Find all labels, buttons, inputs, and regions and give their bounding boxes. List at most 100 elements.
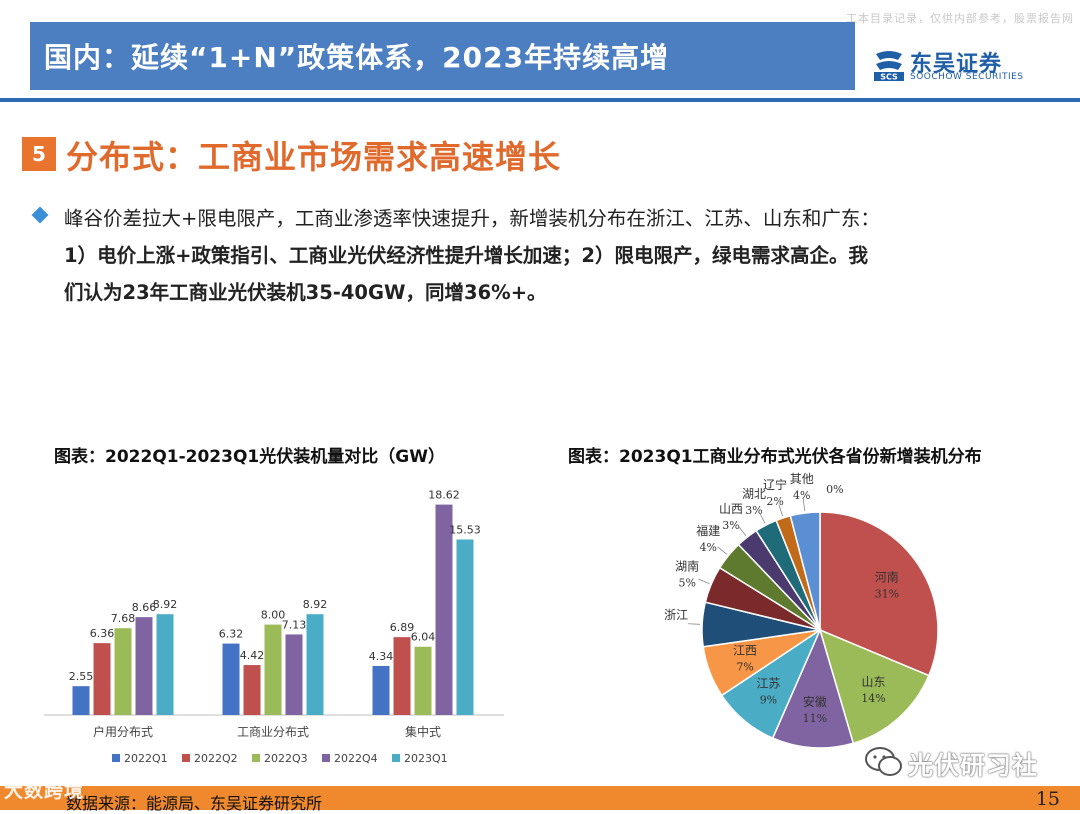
bar-2022Q1-1 — [222, 643, 240, 715]
x-tick-label: 工商业分布式 — [237, 724, 309, 739]
leader-line — [698, 578, 710, 585]
bar-2023Q1-1 — [306, 614, 324, 715]
pie-slice-其他 — [789, 511, 821, 631]
pie-label-value: 0% — [826, 483, 843, 496]
bar-2022Q4-1 — [285, 634, 303, 715]
pie-label-name: 江西 — [733, 644, 757, 658]
logo-en-text: SOOCHOW SECURITIES — [910, 72, 1024, 82]
data-label: 18.62 — [428, 489, 460, 502]
bar-2022Q2-2 — [393, 637, 411, 715]
legend-label: 2022Q2 — [194, 752, 238, 765]
pie-label-name: 其他 — [790, 472, 814, 486]
pie-label-value: 9% — [760, 693, 777, 706]
data-label: 7.13 — [282, 618, 307, 631]
data-label: 4.34 — [369, 650, 394, 663]
page-number: 15 — [1035, 788, 1060, 810]
pie-slice-山东 — [818, 628, 930, 745]
data-label: 6.04 — [411, 631, 436, 644]
pie-label-name: 福建 — [696, 523, 720, 538]
pie-label-name: 辽宁 — [763, 477, 787, 492]
pie-label-value: 2% — [766, 495, 783, 508]
pie-label-value: 31% — [875, 588, 899, 601]
data-label: 8.92 — [153, 598, 178, 611]
legend-label: 2023Q1 — [404, 752, 448, 765]
paragraph-line-3: 们认为23年工商业光伏装机35-40GW，同增36%+。 — [64, 281, 547, 304]
pie-label-name: 河南 — [875, 570, 899, 585]
data-label: 6.89 — [390, 621, 415, 634]
paragraph-line-1: 峰谷价差拉大+限电限产，工商业渗透率快速提升，新增装机分布在浙江、江苏、山东和广… — [64, 207, 880, 230]
legend-label: 2022Q4 — [334, 752, 378, 765]
bar-2022Q3-1 — [264, 624, 282, 715]
legend-swatch — [112, 754, 120, 762]
bar-2023Q1-2 — [456, 539, 474, 715]
bar-2022Q1-0 — [72, 686, 90, 715]
data-label: 8.00 — [261, 609, 286, 622]
bar-2022Q2-0 — [93, 643, 111, 715]
bar-2023Q1-0 — [156, 614, 174, 715]
pie-slice-河南 — [819, 511, 939, 677]
pie-label-name: 安徽 — [803, 694, 827, 709]
body-paragraph: 峰谷价差拉大+限电限产，工商业渗透率快速提升，新增装机分布在浙江、江苏、山东和广… — [64, 200, 1064, 311]
legend-swatch — [252, 754, 260, 762]
header-bar — [30, 22, 855, 90]
company-logo: SCS 东吴证券 SOOCHOW SECURITIES — [872, 48, 1042, 88]
header-rule — [0, 98, 1080, 102]
pie-label-name: 江苏 — [756, 676, 780, 690]
leader-line — [778, 504, 783, 517]
wechat-icon — [865, 747, 902, 776]
leader-line — [738, 525, 747, 536]
data-label: 7.68 — [111, 612, 136, 625]
leader-line — [717, 546, 728, 555]
top-watermark: 工本目录记录，仅供内部参考，股票报告网 — [846, 12, 1074, 25]
leader-line — [759, 512, 766, 524]
leader-line — [688, 623, 701, 625]
footer-bar — [0, 786, 1080, 810]
watermark-left: 大数跨境 — [4, 780, 85, 802]
pie-label-value: 4% — [700, 541, 717, 554]
data-label: 8.66 — [132, 601, 157, 614]
data-source: 数据来源：能源局、东吴证券研究所 — [66, 794, 323, 813]
data-label: 6.36 — [90, 627, 115, 640]
x-tick-label: 户用分布式 — [93, 724, 153, 739]
data-label: 6.32 — [219, 628, 244, 641]
bar-2022Q3-2 — [414, 646, 432, 715]
bullet-diamond-icon — [31, 206, 49, 224]
bar-2022Q1-2 — [372, 665, 390, 715]
legend-label: 2022Q3 — [264, 752, 308, 765]
data-label: 8.92 — [303, 598, 328, 611]
pie-label-value: 3% — [722, 519, 739, 532]
bar-chart-title: 图表：2022Q1-2023Q1光伏装机量对比（GW） — [54, 447, 445, 467]
bar-chart: 2.556.367.688.668.92户用分布式6.324.428.007.1… — [44, 489, 504, 765]
bar-2022Q4-2 — [435, 504, 453, 715]
pie-label-name: 山西 — [719, 502, 743, 516]
legend-swatch — [182, 754, 190, 762]
data-label: 2.55 — [69, 670, 94, 683]
pie-label-name: 山东 — [861, 675, 885, 689]
data-label: 4.42 — [240, 649, 265, 662]
legend-label: 2022Q1 — [124, 752, 168, 765]
pie-chart: 河南31%山东14%安徽11%江苏9%江西7%浙江湖南5%福建4%山西3%湖北3… — [664, 472, 939, 749]
leader-line — [802, 499, 806, 512]
bar-2022Q4-0 — [135, 617, 153, 715]
pie-label-value: 3% — [745, 504, 762, 517]
pie-label-value: 7% — [736, 661, 753, 674]
page-title: 国内：延续“1+N”政策体系，2023年持续高增 — [44, 41, 670, 74]
section-title: 分布式：工商业市场需求高速增长 — [66, 138, 562, 176]
watermark-right-text: 光伏研习社 — [908, 751, 1039, 780]
paragraph-line-2: 1）电价上涨+政策指引、工商业光伏经济性提升增长加速；2）限电限产，绿电需求高企… — [64, 244, 868, 267]
scs-logo-icon: SCS — [874, 51, 904, 82]
pie-label-value: 11% — [803, 712, 827, 725]
data-label: 15.53 — [449, 524, 481, 537]
pie-label-name: 浙江 — [664, 608, 688, 622]
pie-label-name: 湖南 — [675, 558, 699, 573]
x-tick-label: 集中式 — [405, 724, 441, 739]
legend-swatch — [392, 754, 400, 762]
bar-2022Q2-1 — [243, 665, 261, 715]
section-number: 5 — [22, 137, 56, 171]
pie-chart-title: 图表：2023Q1工商业分布式光伏各省份新增装机分布 — [568, 447, 982, 467]
logo-cn-text: 东吴证券 — [910, 52, 1003, 77]
watermark-right: 光伏研习社 — [860, 742, 1060, 782]
pie-label-value: 4% — [793, 489, 810, 502]
legend-swatch — [322, 754, 330, 762]
pie-slice-安徽 — [771, 627, 855, 749]
